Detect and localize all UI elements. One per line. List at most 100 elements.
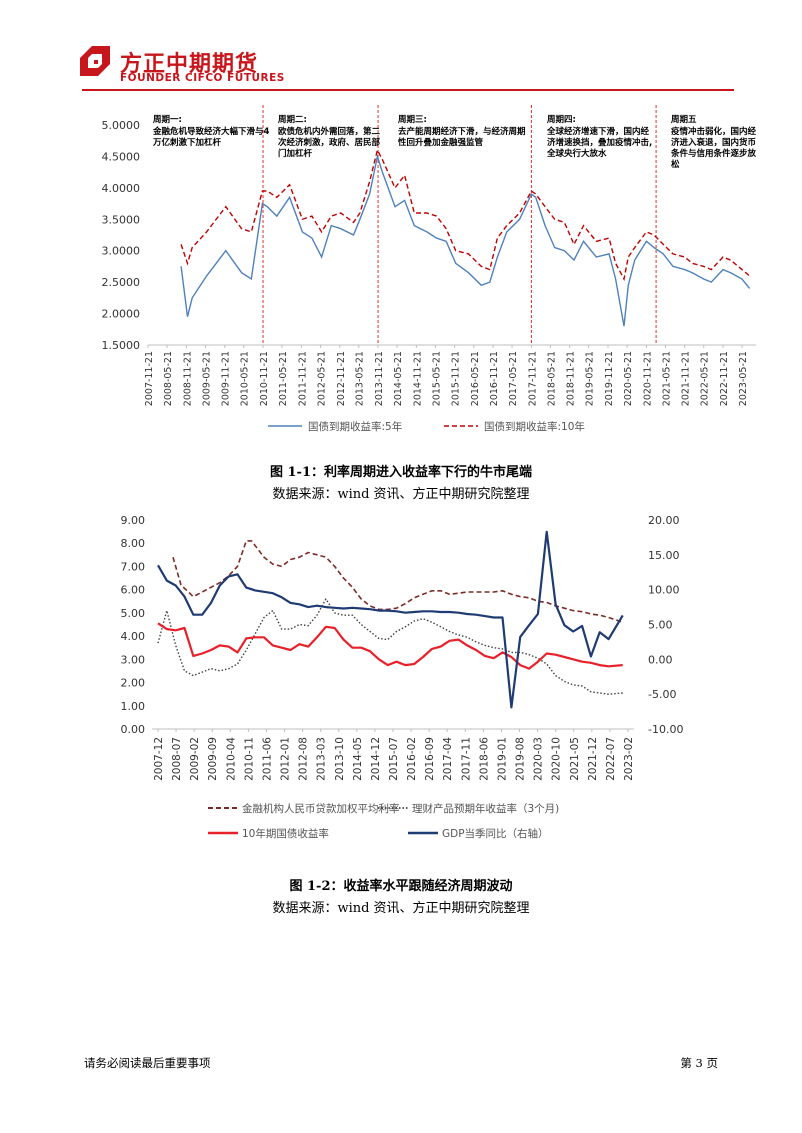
x-tick-label: 2017-04 (442, 737, 454, 781)
x-tick-label: 2009-11-21 (221, 351, 232, 406)
y-left-tick-label: 6.00 (121, 584, 146, 597)
x-tick-label: 2022-11-21 (719, 351, 730, 406)
logo-chinese-name: 方正中期期货 (120, 52, 259, 77)
y-tick-label: 2.5000 (102, 276, 141, 289)
x-tick-label: 2021-12 (587, 737, 599, 781)
y-tick-label: 3.0000 (102, 245, 141, 258)
x-tick-label: 2023-05-21 (738, 351, 749, 406)
x-tick-label: 2020-10 (551, 737, 563, 781)
series-line (157, 530, 624, 709)
x-tick-label: 2013-05-21 (355, 351, 366, 406)
x-tick-label: 2013-10 (334, 737, 346, 781)
y-left-tick-label: 1.00 (121, 700, 146, 713)
y-left-tick-label: 3.00 (121, 653, 146, 666)
y-right-tick-label: 15.00 (648, 549, 680, 562)
cycle-annotation-text: 次经济刺激，政府、居民部 (278, 137, 381, 148)
x-tick-label: 2020-05-21 (623, 351, 634, 406)
cycle-annotation-text: 条件与信用条件逐步放 (671, 148, 757, 159)
legend-label: GDP当季同比（右轴） (442, 827, 549, 840)
x-tick-label: 2009-09 (207, 737, 219, 781)
legend-label: 金融机构人民币贷款加权平均利率 (242, 802, 400, 815)
x-tick-label: 2014-05-21 (393, 351, 404, 406)
x-tick-label: 2020-03 (533, 737, 545, 781)
figure2-caption: 图 1-2：收益率水平跟随经济周期波动 (289, 879, 513, 894)
x-tick-label: 2016-09 (424, 737, 436, 781)
x-tick-label: 2017-11 (460, 737, 472, 781)
y-tick-label: 3.5000 (102, 213, 141, 226)
logo-mark-icon (80, 46, 110, 76)
y-left-tick-label: 5.00 (121, 607, 146, 620)
series-line (180, 153, 751, 327)
x-tick-label: 2010-05-21 (240, 351, 251, 406)
header-rule (82, 89, 734, 91)
y-left-tick-label: 2.00 (121, 677, 146, 690)
y-left-tick-label: 9.00 (121, 514, 146, 527)
figure1-source: 数据来源：wind 资讯、方正中期研究院整理 (272, 487, 530, 502)
x-tick-label: 2012-01 (280, 737, 292, 781)
x-tick-label: 2014-05 (352, 737, 364, 781)
x-tick-label: 2015-07 (388, 737, 400, 781)
logo-english-name: FOUNDER CIFCO FUTURES (120, 72, 285, 84)
series-line (172, 540, 623, 623)
y-right-tick-label: 0.00 (648, 653, 673, 666)
cycle-annotation-title: 周期五 (671, 114, 697, 125)
cycle-annotation-title: 周期二: (278, 114, 307, 125)
y-left-tick-label: 0.00 (121, 723, 146, 736)
y-right-tick-label: 20.00 (648, 514, 680, 527)
x-tick-label: 2012-11-21 (336, 351, 347, 406)
x-tick-label: 2014-11-21 (412, 351, 423, 406)
legend-label: 国债到期收益率:10年 (484, 420, 585, 433)
y-right-tick-label: -5.00 (648, 688, 676, 701)
x-tick-label: 2010-11 (243, 737, 255, 781)
y-right-tick-label: -10.00 (648, 723, 683, 736)
x-tick-label: 2013-11-21 (374, 351, 385, 406)
cycle-annotation-text: 金融危机导致经济大幅下滑与4 (152, 126, 270, 137)
x-tick-label: 2019-11-21 (604, 351, 615, 406)
x-tick-label: 2018-06 (478, 737, 490, 781)
x-tick-label: 2015-11-21 (451, 351, 462, 406)
figure1-caption: 图 1-1：利率周期进入收益率下行的牛市尾端 (269, 465, 532, 480)
y-right-tick-label: 10.00 (648, 584, 680, 597)
cycle-annotation-text: 去产能周期经济下滑，与经济周期 (398, 126, 526, 137)
x-tick-label: 2010-04 (225, 737, 237, 781)
y-left-tick-label: 4.00 (121, 630, 146, 643)
x-tick-label: 2009-02 (189, 737, 201, 781)
x-tick-label: 2019-08 (515, 737, 527, 781)
x-tick-label: 2014-12 (370, 737, 382, 781)
cycle-annotation-text: 全球经济增速下滑，国内经 (546, 126, 650, 137)
y-right-tick-label: 5.00 (648, 619, 673, 632)
x-tick-label: 2023-02 (623, 737, 635, 781)
x-tick-label: 2019-01 (496, 737, 508, 781)
x-tick-label: 2019-05-21 (585, 351, 596, 406)
x-tick-label: 2020-11-21 (642, 351, 653, 406)
x-tick-label: 2012-05-21 (316, 351, 327, 406)
x-tick-label: 2018-11-21 (566, 351, 577, 406)
cycle-annotation-title: 周期一: (153, 114, 182, 125)
y-tick-label: 2.0000 (102, 308, 141, 321)
x-tick-label: 2022-07 (605, 737, 617, 781)
x-tick-label: 2008-07 (171, 737, 183, 781)
x-tick-label: 2021-11-21 (681, 351, 692, 406)
cycle-annotation-text: 全球央行大放水 (546, 148, 607, 159)
x-tick-label: 2021-05-21 (661, 351, 672, 406)
cycle-annotation-text: 疫情冲击弱化，国内经 (671, 126, 757, 137)
x-tick-label: 2016-05-21 (470, 351, 481, 406)
cycle-annotation-text: 济进入衰退，国内货币 (671, 137, 757, 148)
x-tick-label: 2011-11-21 (297, 351, 308, 406)
x-tick-label: 2009-05-21 (201, 351, 212, 406)
x-tick-label: 2008-11-21 (182, 351, 193, 406)
cycle-annotation-text: 门加杠杆 (278, 148, 313, 159)
y-tick-label: 4.5000 (102, 150, 141, 163)
figure2-source: 数据来源：wind 资讯、方正中期研究院整理 (272, 901, 530, 916)
legend-label: 国债到期收益率:5年 (308, 420, 402, 433)
chart-yield-vs-gdp: 9.00 8.00 7.00 6.00 5.00 4.00 3.00 2.00 1.00 0.00… (121, 514, 684, 840)
legend-label: 10年期国债收益率 (242, 827, 329, 840)
series-line (157, 622, 623, 670)
cycle-annotation-text: 松 (671, 159, 680, 170)
page-number: 第 3 页 (680, 1056, 718, 1070)
cycle-annotation-text: 欧债危机内外需回落，第二 (278, 126, 381, 137)
legend-label: 理财产品预期年收益率（3个月) (412, 802, 559, 815)
cycle-annotation-text: 性回升叠加金融强监管 (398, 137, 484, 148)
company-logo: 方正中期期货 FOUNDER CIFCO FUTURES (78, 44, 284, 88)
x-tick-label: 2015-05-21 (431, 351, 442, 406)
